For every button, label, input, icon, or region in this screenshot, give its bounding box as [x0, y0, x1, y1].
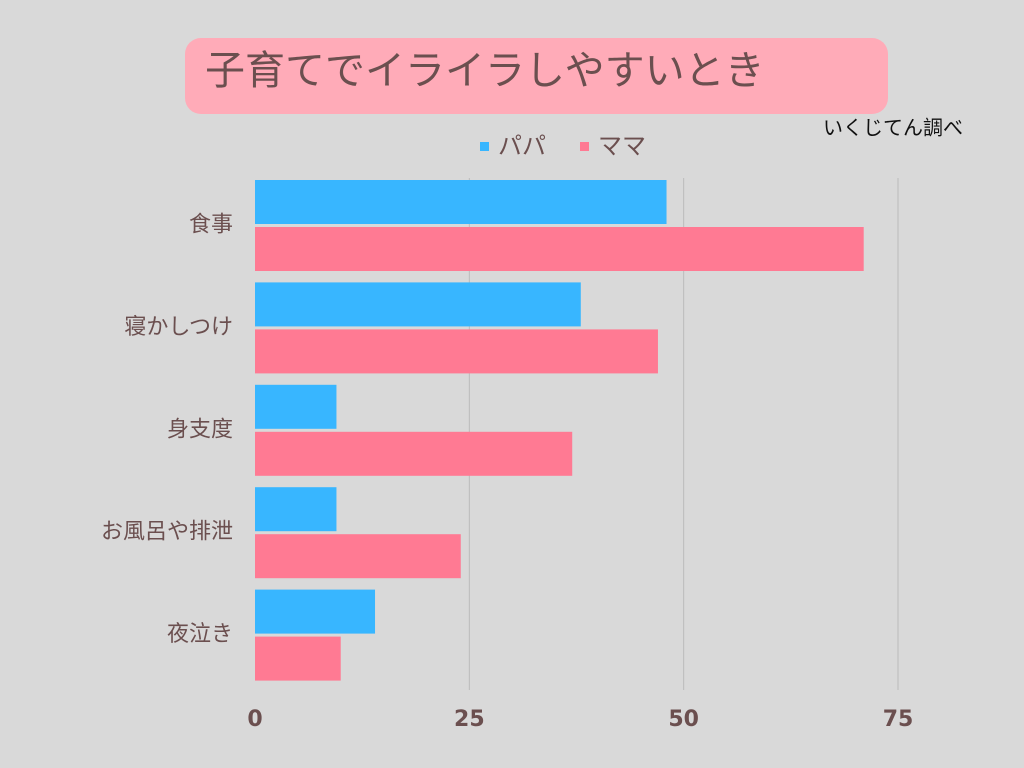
y-tick-label: 食事	[189, 213, 233, 238]
legend-label: ママ	[598, 132, 646, 160]
bar	[255, 227, 864, 271]
x-tick-label: 0	[247, 707, 262, 732]
bar	[255, 180, 667, 224]
bar	[255, 589, 376, 634]
legend-swatch	[580, 142, 589, 151]
bar	[255, 431, 573, 476]
bar	[255, 329, 658, 374]
y-tick-label: お風呂や排泄	[101, 520, 233, 545]
title-box	[185, 38, 888, 114]
bar	[255, 487, 337, 532]
x-tick-label: 50	[668, 707, 699, 732]
bar	[255, 282, 581, 327]
legend-label: パパ	[498, 132, 546, 160]
x-tick-label: 75	[883, 707, 914, 732]
y-tick-label: 身支度	[167, 417, 233, 442]
bar	[255, 384, 337, 429]
x-tick-label: 25	[454, 707, 485, 732]
source-note: いくじてん調べ	[823, 116, 963, 140]
legend-swatch	[480, 142, 489, 151]
bar	[255, 636, 341, 681]
y-tick-label: 寝かしつけ	[124, 315, 233, 340]
chart-title: 子育てでイライラしやすいとき	[205, 48, 765, 94]
y-tick-label: 夜泣き	[167, 622, 233, 647]
bar	[255, 534, 461, 579]
